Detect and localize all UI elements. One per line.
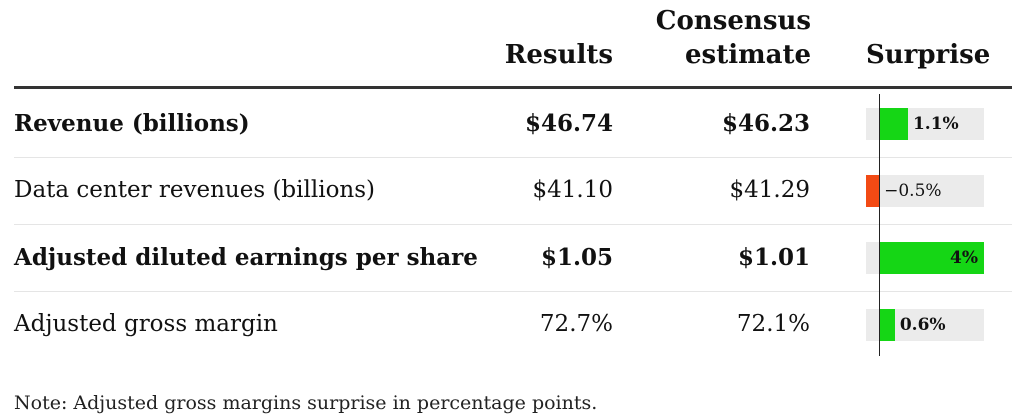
surprise-zero-line: [879, 94, 881, 356]
surprise-value-label: 1.1%: [912, 114, 959, 134]
row-label: Revenue (billions): [14, 110, 250, 137]
column-header-surprise: Surprise: [866, 40, 991, 70]
results-value: $41.10: [532, 177, 613, 203]
surprise-value-label: 0.6%: [899, 315, 946, 335]
column-header-results: Results: [504, 40, 613, 70]
header-rule: [14, 86, 1012, 89]
surprise-bar: [866, 175, 880, 207]
table-row: Revenue (billions) $46.74 $46.23 1.1%: [14, 90, 1012, 158]
surprise-bar-track: 1.1%: [866, 108, 984, 140]
row-label: Adjusted gross margin: [14, 311, 278, 337]
surprise-bar: [879, 309, 895, 341]
consensus-value: $41.29: [729, 177, 810, 203]
surprise-bar: [879, 108, 908, 140]
column-header-consensus: Consensus estimate: [611, 4, 811, 72]
surprise-bar: [879, 242, 984, 274]
column-header-consensus-line1: Consensus: [655, 6, 811, 36]
surprise-value-label: 4%: [950, 248, 978, 268]
surprise-bar-track: 0.6%: [866, 309, 984, 341]
table-header: Results Consensus estimate Surprise: [0, 0, 1024, 88]
row-label: Data center revenues (billions): [14, 177, 376, 203]
table-row: Adjusted gross margin 72.7% 72.1% 0.6%: [14, 291, 1012, 358]
consensus-value: 72.1%: [736, 311, 810, 337]
results-value: $1.05: [540, 244, 613, 271]
column-header-consensus-line2: estimate: [685, 40, 811, 70]
table-row: Data center revenues (billions) $41.10 $41…: [14, 157, 1012, 225]
surprise-value-label: −0.5%: [884, 181, 942, 201]
table-row: Adjusted diluted earnings per share $1.05…: [14, 224, 1012, 292]
surprise-bar-track: −0.5%: [866, 175, 984, 207]
surprise-bar-track: 4%: [866, 242, 984, 274]
consensus-value: $1.01: [737, 244, 810, 271]
row-label: Adjusted diluted earnings per share: [14, 244, 478, 271]
results-value: 72.7%: [539, 311, 613, 337]
consensus-value: $46.23: [721, 110, 810, 137]
results-value: $46.74: [524, 110, 613, 137]
footnote: Note: Adjusted gross margins surprise in…: [14, 392, 598, 414]
